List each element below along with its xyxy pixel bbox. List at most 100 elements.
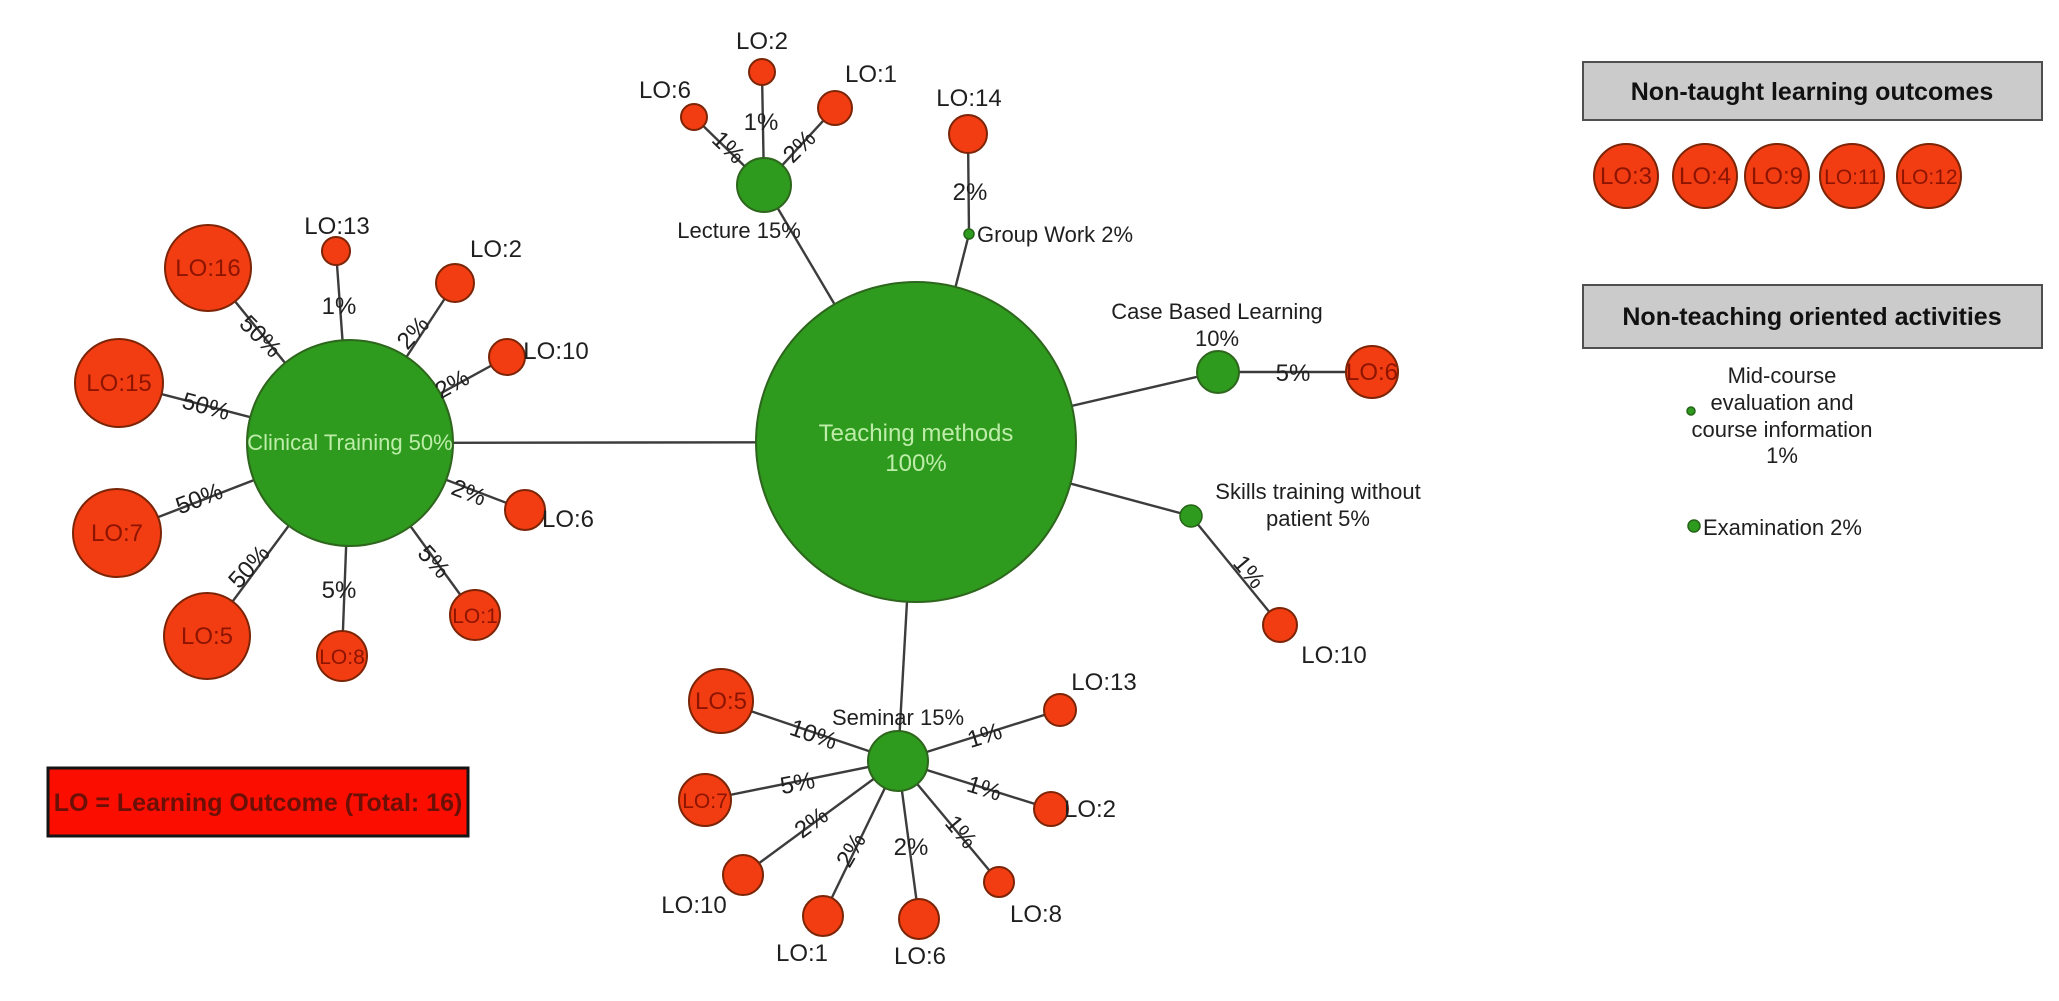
seminar-node — [867, 730, 929, 792]
node-clinical-lo1 — [449, 589, 501, 641]
label-skills-lo10: LO:10 — [1301, 642, 1366, 669]
lecture-label: Lecture 15% — [677, 218, 801, 243]
label-lecture-lo1: LO:1 — [845, 61, 897, 88]
pct-skills-lo10: 1% — [1227, 550, 1270, 594]
central-cluster: Teaching methods 100% — [755, 281, 1077, 603]
cbl-cluster: Case Based Learning 10% LO:6 5% — [1111, 299, 1399, 399]
node-clinical-lo7 — [72, 488, 162, 578]
label-lecture-lo6: LO:6 — [639, 77, 691, 104]
node-clinical-lo13 — [321, 236, 351, 266]
node-nontaught-lo11 — [1819, 143, 1885, 209]
skills-label-line2: patient 5% — [1266, 506, 1370, 531]
label-seminar-lo10: LO:10 — [661, 892, 726, 919]
node-lecture-lo1 — [817, 90, 853, 126]
node-seminar-lo7 — [678, 773, 732, 827]
pct-clinical-lo13: 1% — [322, 293, 357, 320]
label-nontaught-lo12: LO:12 — [1900, 166, 1957, 189]
teaching-methods-label: Teaching methods — [819, 420, 1014, 447]
pct-groupwork-lo14: 2% — [953, 179, 988, 206]
pct-seminar-lo10: 2% — [790, 802, 834, 844]
lecture-node — [736, 157, 792, 213]
pct-clinical-lo8: 5% — [322, 577, 357, 604]
label-seminar-lo13: LO:13 — [1071, 669, 1136, 696]
pct-cbl-lo6: 5% — [1276, 360, 1311, 387]
examination-dot — [1687, 519, 1701, 533]
legend-label: LO = Learning Outcome (Total: 16) — [54, 789, 463, 817]
label-clinical-lo13: LO:13 — [304, 213, 369, 240]
skills-label-line1: Skills training without — [1215, 479, 1420, 504]
pct-clinical-lo6: 2% — [448, 474, 490, 512]
cbl-label-line1: Case Based Learning — [1111, 299, 1323, 324]
cbl-label-line2: 10% — [1195, 326, 1239, 351]
group-work-node — [963, 228, 975, 240]
edge-seminar-lo10 — [742, 760, 899, 876]
label-clinical-lo16: LO:16 — [175, 255, 240, 282]
node-lecture-lo2 — [748, 58, 776, 86]
label-seminar-lo8: LO:8 — [1010, 901, 1062, 928]
pct-lecture-lo2: 1% — [744, 109, 779, 136]
label-cbl-lo6: LO:6 — [1346, 359, 1398, 386]
seminar-cluster: Seminar 15% LO:5 LO:7 LO:10 LO:1 LO:6 LO… — [661, 668, 1137, 970]
label-nontaught-lo11: LO:11 — [1824, 166, 1880, 189]
node-seminar-lo10 — [722, 854, 764, 896]
non-taught-panel: Non-taught learning outcomes LO:3 LO:4 L… — [1582, 61, 2043, 209]
label-nontaught-lo4: LO:4 — [1679, 163, 1731, 190]
midcourse-dot — [1686, 406, 1696, 416]
seminar-label: Seminar 15% — [832, 705, 964, 730]
label-clinical-lo6: LO:6 — [542, 506, 594, 533]
node-skills-lo10 — [1262, 607, 1298, 643]
pct-clinical-lo5: 50% — [223, 540, 275, 594]
label-clinical-lo2: LO:2 — [470, 236, 522, 263]
label-clinical-lo5: LO:5 — [181, 623, 233, 650]
label-nontaught-lo3: LO:3 — [1600, 163, 1652, 190]
node-seminar-lo1 — [802, 895, 844, 937]
label-clinical-lo10: LO:10 — [523, 338, 588, 365]
node-seminar-lo8 — [983, 866, 1015, 898]
node-seminar-lo2 — [1033, 791, 1069, 827]
label-clinical-lo15: LO:15 — [86, 370, 151, 397]
node-seminar-lo5 — [688, 668, 754, 734]
pct-seminar-lo6: 2% — [894, 834, 929, 861]
pct-seminar-lo2: 1% — [964, 771, 1005, 807]
label-clinical-lo8: LO:8 — [319, 646, 365, 669]
node-clinical-lo6 — [504, 489, 546, 531]
examination-label: Examination 2% — [1703, 515, 1862, 540]
legend: LO = Learning Outcome (Total: 16) — [46, 766, 470, 838]
non-taught-header-box — [1582, 61, 2043, 121]
midcourse-line1: Mid-course — [1728, 363, 1837, 388]
label-groupwork-lo14: LO:14 — [936, 85, 1001, 112]
pct-seminar-lo1: 2% — [831, 828, 872, 872]
non-teaching-title: Non-teaching oriented activities — [1622, 303, 2001, 331]
pct-seminar-lo13: 1% — [964, 718, 1005, 754]
midcourse-line2: evaluation and — [1710, 390, 1853, 415]
node-nontaught-lo3 — [1593, 143, 1659, 209]
label-seminar-lo1: LO:1 — [776, 940, 828, 967]
node-clinical-lo8 — [316, 630, 368, 682]
label-seminar-lo6: LO:6 — [894, 943, 946, 970]
node-nontaught-lo9 — [1744, 143, 1810, 209]
node-nontaught-lo4 — [1672, 143, 1738, 209]
pct-clinical-lo7: 50% — [172, 478, 227, 520]
label-lecture-lo2: LO:2 — [736, 28, 788, 55]
node-cbl-lo6 — [1345, 345, 1399, 399]
group-work-cluster: Group Work 2% LO:14 2% — [936, 85, 1133, 247]
non-teaching-header-box — [1582, 284, 2043, 349]
skills-cluster: Skills training without patient 5% LO:10… — [1179, 479, 1421, 669]
teaching-methods-node — [755, 281, 1077, 603]
edge-seminar-lo7 — [704, 759, 899, 802]
teaching-methods-pct: 100% — [885, 450, 946, 477]
label-seminar-lo2: LO:2 — [1064, 796, 1116, 823]
non-taught-title: Non-taught learning outcomes — [1631, 78, 1994, 106]
legend-rect — [46, 766, 470, 838]
label-nontaught-lo9: LO:9 — [1751, 163, 1803, 190]
pct-clinical-lo15: 50% — [179, 387, 232, 426]
label-seminar-lo5: LO:5 — [695, 688, 747, 715]
node-groupwork-lo14 — [948, 114, 988, 154]
pct-seminar-lo7: 5% — [778, 767, 817, 800]
node-seminar-lo13 — [1043, 693, 1077, 727]
node-lecture-lo6 — [680, 103, 708, 131]
non-teaching-panel: Non-teaching oriented activities Mid-cou… — [1582, 284, 2043, 540]
group-work-label: Group Work 2% — [977, 222, 1133, 247]
label-clinical-lo7: LO:7 — [91, 520, 143, 547]
